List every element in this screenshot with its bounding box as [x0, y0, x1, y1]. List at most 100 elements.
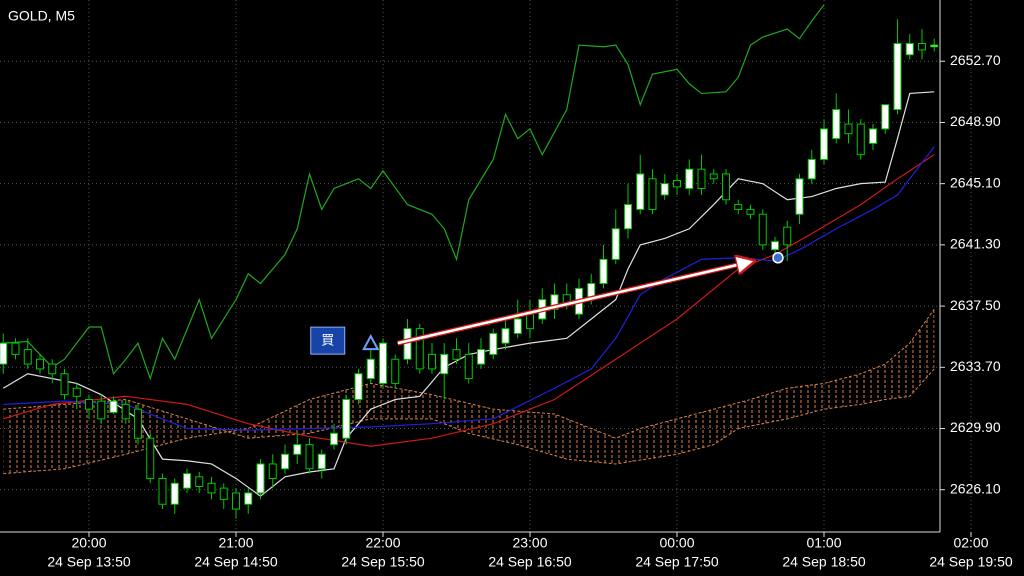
candle-body: [0, 342, 8, 365]
time-label: 20:00: [71, 535, 106, 551]
candle-body: [121, 403, 130, 420]
x-tick-label: 24 Sep 16:50: [488, 554, 572, 570]
candle-body: [11, 342, 20, 355]
candle-body: [48, 363, 57, 375]
candle-body: [354, 373, 363, 401]
candle-body: [60, 373, 69, 396]
candle-body: [477, 349, 485, 365]
candle-body: [330, 432, 338, 446]
candle-body: [391, 358, 400, 384]
candle-body: [195, 476, 204, 488]
candle-body: [881, 104, 890, 130]
time-label: 02:00: [953, 535, 988, 551]
x-tick-label: 24 Sep 19:50: [929, 554, 1013, 570]
exit-marker: [772, 252, 784, 264]
candle-body: [207, 482, 216, 494]
candle-body: [513, 318, 522, 334]
candle-body: [783, 226, 792, 246]
candle-body: [158, 477, 167, 505]
candle-body: [219, 487, 228, 500]
candle-body: [734, 204, 743, 210]
x-tick-label: 24 Sep 13:50: [47, 554, 131, 570]
candle-body: [23, 349, 32, 365]
candle-body: [660, 183, 669, 196]
candle-body: [930, 44, 939, 48]
entry-marker: [362, 334, 380, 351]
candle-body: [366, 358, 375, 380]
chart-title: GOLD, M5: [8, 8, 75, 24]
y-tick-label: 2633.70: [950, 358, 1001, 374]
candle-body: [268, 463, 277, 479]
buy-label: 買: [321, 333, 334, 348]
y-tick-label: 2626.10: [950, 480, 1001, 496]
candle-body: [85, 399, 93, 410]
candle-body: [673, 179, 681, 188]
candle-body: [832, 109, 841, 140]
candle-body: [489, 332, 498, 355]
candle-body: [428, 353, 436, 370]
candle-body: [501, 328, 510, 344]
x-tick-label: 24 Sep 14:50: [194, 554, 278, 570]
axes: 2626.10 2629.90 2633.70 2637.50 2641.30 2645.…: [0, 0, 1013, 570]
candle-body: [464, 353, 473, 380]
candle-body: [893, 42, 902, 111]
y-tick-label: 2641.30: [950, 236, 1001, 252]
plot-area: [0, 4, 939, 519]
candle-body: [281, 453, 289, 470]
cloud-span-b: [3, 368, 935, 465]
candle-body: [440, 353, 449, 375]
candle-body: [109, 400, 118, 413]
candle-body: [611, 228, 620, 260]
candle-body: [97, 400, 106, 420]
time-label: 00:00: [659, 535, 694, 551]
candle-body: [697, 168, 706, 189]
y-tick-label: 2629.90: [950, 419, 1001, 435]
y-tick-label: 2652.70: [950, 52, 1001, 68]
y-tick-label: 2645.10: [950, 174, 1001, 190]
candle-body: [869, 128, 877, 144]
candle-body: [624, 204, 632, 230]
candle-body: [183, 473, 191, 489]
trade-arrow: [397, 262, 751, 345]
candle-body: [244, 492, 253, 505]
candle-body: [232, 492, 240, 510]
candle-body: [685, 168, 694, 189]
indicator-line: [3, 146, 935, 431]
candle-body: [905, 42, 914, 56]
candle-body: [305, 444, 314, 470]
candle-body: [379, 342, 387, 384]
candle-body: [256, 463, 265, 494]
x-tick-label: 24 Sep 15:50: [341, 554, 425, 570]
candle-body: [820, 128, 828, 160]
time-label: 22:00: [365, 535, 400, 551]
time-label: 01:00: [806, 535, 841, 551]
time-label: 21:00: [218, 535, 253, 551]
x-tick-label: 24 Sep 17:50: [635, 554, 719, 570]
y-tick-label: 2648.90: [950, 113, 1001, 129]
candle-body: [342, 399, 351, 439]
y-tick-label: 2637.50: [950, 297, 1001, 313]
candle-body: [771, 241, 779, 251]
buy-label-box: [310, 326, 346, 355]
indicator-line: [3, 4, 825, 381]
candle-body: [758, 213, 767, 246]
x-tick-label: 24 Sep 18:50: [782, 554, 866, 570]
candle-body: [72, 387, 81, 397]
cloud-fill: [3, 309, 935, 474]
candle-body: [746, 208, 755, 215]
candle-body: [146, 437, 155, 479]
candle-body: [709, 173, 718, 180]
candle-body: [807, 158, 816, 180]
candle-body: [170, 482, 179, 505]
candle-body: [526, 313, 534, 330]
indicator-line: [3, 154, 935, 447]
candle-body: [452, 349, 461, 360]
candle-body: [722, 173, 730, 201]
candle-body: [856, 123, 865, 156]
candle-body: [36, 358, 44, 370]
candle-body: [636, 173, 645, 210]
cloud-span-a: [3, 309, 935, 475]
candle-body: [293, 444, 302, 455]
candle-body: [317, 453, 326, 470]
